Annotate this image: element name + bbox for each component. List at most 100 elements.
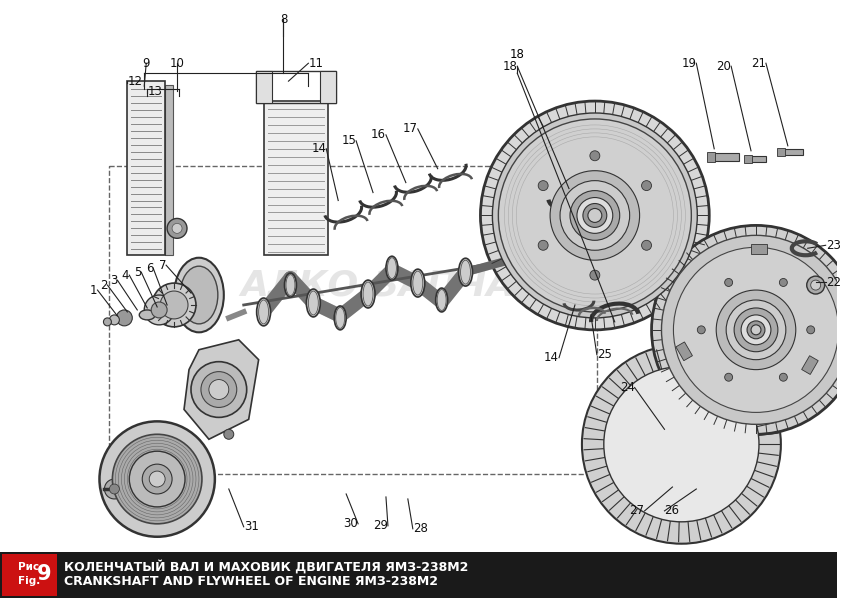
- Circle shape: [99, 421, 214, 537]
- Circle shape: [550, 170, 640, 260]
- Ellipse shape: [410, 269, 425, 297]
- Circle shape: [717, 290, 796, 370]
- Text: 21: 21: [751, 57, 766, 70]
- Text: 1: 1: [90, 284, 98, 296]
- Circle shape: [780, 373, 787, 381]
- Text: 9: 9: [36, 563, 51, 584]
- Text: 25: 25: [597, 348, 611, 361]
- Text: 26: 26: [664, 505, 680, 517]
- Bar: [256, 71, 336, 103]
- Circle shape: [209, 380, 229, 400]
- Circle shape: [145, 295, 174, 325]
- Text: 4: 4: [122, 269, 130, 281]
- Text: 12: 12: [127, 74, 142, 88]
- Text: 8: 8: [280, 13, 287, 26]
- Bar: [109, 166, 597, 474]
- Circle shape: [751, 325, 761, 335]
- Text: 5: 5: [134, 266, 141, 278]
- Text: 15: 15: [341, 134, 356, 148]
- Circle shape: [116, 310, 132, 326]
- Text: 13: 13: [147, 85, 162, 98]
- Text: 27: 27: [630, 505, 644, 517]
- Circle shape: [652, 226, 841, 434]
- Ellipse shape: [334, 306, 346, 330]
- Bar: [2, 554, 56, 596]
- Ellipse shape: [174, 258, 224, 332]
- Text: 6: 6: [145, 262, 153, 275]
- Circle shape: [697, 326, 706, 334]
- Circle shape: [224, 430, 234, 439]
- Text: Рис.: Рис.: [18, 562, 43, 572]
- Text: 7: 7: [159, 259, 167, 272]
- Bar: [165, 85, 173, 255]
- Ellipse shape: [180, 266, 218, 324]
- Text: Fig.: Fig.: [18, 575, 40, 586]
- Ellipse shape: [386, 256, 398, 280]
- Bar: [676, 342, 692, 361]
- Text: CRANKSHAFT AND FLYWHEEL OF ENGINE ЯМЗ-238М2: CRANKSHAFT AND FLYWHEEL OF ENGINE ЯМЗ-23…: [64, 575, 437, 588]
- Circle shape: [538, 181, 548, 191]
- Text: 17: 17: [403, 122, 418, 136]
- Text: АЛКО-ЗАПЧАСТИ: АЛКО-ЗАПЧАСТИ: [240, 268, 595, 302]
- Circle shape: [160, 291, 188, 319]
- Bar: [263, 101, 328, 255]
- Circle shape: [109, 315, 119, 325]
- Polygon shape: [184, 340, 259, 439]
- Text: 24: 24: [620, 381, 635, 394]
- Bar: [751, 244, 767, 254]
- Text: 16: 16: [371, 128, 386, 142]
- Bar: [127, 81, 165, 255]
- Circle shape: [811, 280, 821, 290]
- Circle shape: [570, 191, 620, 241]
- Circle shape: [191, 362, 246, 418]
- Polygon shape: [320, 71, 336, 103]
- Text: 31: 31: [244, 520, 258, 533]
- Text: 10: 10: [170, 57, 184, 70]
- Ellipse shape: [284, 273, 296, 297]
- Text: 23: 23: [826, 239, 840, 252]
- Text: 14: 14: [311, 142, 326, 155]
- Circle shape: [201, 371, 237, 407]
- Circle shape: [152, 283, 196, 327]
- Text: 3: 3: [110, 274, 118, 287]
- Circle shape: [103, 318, 111, 326]
- Bar: [780, 149, 803, 155]
- Circle shape: [577, 197, 613, 233]
- Text: 30: 30: [343, 517, 358, 530]
- Circle shape: [588, 208, 602, 223]
- Bar: [707, 152, 715, 162]
- Circle shape: [726, 300, 785, 359]
- Circle shape: [734, 308, 778, 352]
- Circle shape: [104, 479, 124, 499]
- Bar: [748, 156, 766, 162]
- Circle shape: [807, 276, 825, 294]
- Circle shape: [642, 241, 652, 250]
- Circle shape: [807, 326, 815, 334]
- Text: 18: 18: [510, 48, 525, 61]
- Circle shape: [780, 278, 787, 286]
- Circle shape: [604, 367, 759, 522]
- Text: КОЛЕНЧАТЫЙ ВАЛ И МАХОВИК ДВИГАТЕЛЯ ЯМЗ-238М2: КОЛЕНЧАТЫЙ ВАЛ И МАХОВИК ДВИГАТЕЛЯ ЯМЗ-2…: [64, 560, 468, 574]
- Circle shape: [499, 119, 691, 312]
- Circle shape: [560, 181, 630, 250]
- Text: 29: 29: [373, 520, 388, 532]
- Circle shape: [674, 247, 838, 412]
- Ellipse shape: [257, 298, 271, 326]
- Circle shape: [662, 235, 841, 424]
- Text: 2: 2: [100, 278, 108, 292]
- Circle shape: [480, 101, 709, 330]
- Bar: [0, 551, 837, 598]
- Text: 19: 19: [681, 57, 696, 70]
- Text: 28: 28: [413, 522, 428, 535]
- Ellipse shape: [361, 280, 375, 308]
- Circle shape: [538, 241, 548, 250]
- Circle shape: [582, 345, 780, 544]
- Circle shape: [151, 302, 167, 318]
- Text: 20: 20: [717, 60, 731, 73]
- Text: 9: 9: [142, 57, 150, 70]
- Circle shape: [113, 434, 202, 524]
- Circle shape: [642, 181, 652, 191]
- Circle shape: [492, 113, 697, 318]
- Text: 11: 11: [309, 57, 324, 70]
- Text: 22: 22: [826, 275, 841, 289]
